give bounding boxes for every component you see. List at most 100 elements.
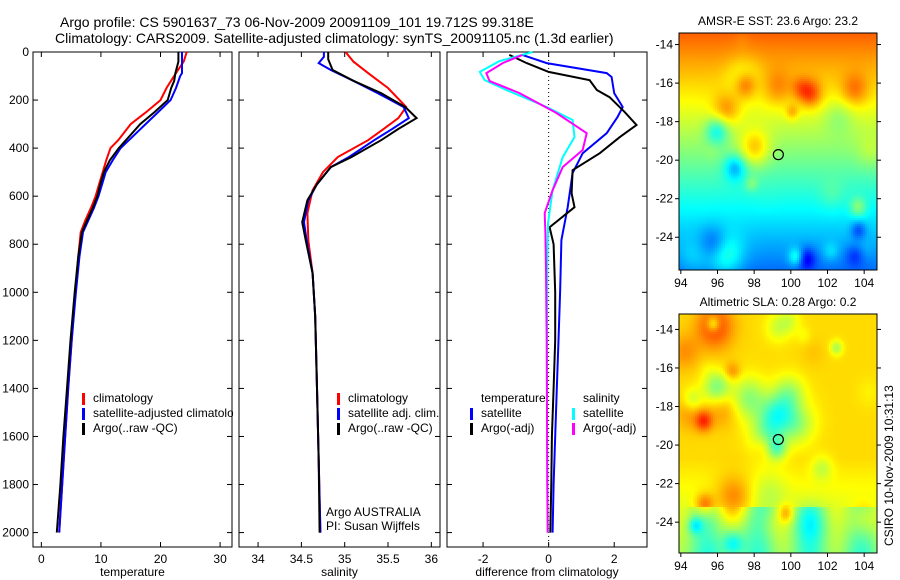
diff-temperature-legend: temperature satellite Argo(-adj) — [470, 391, 546, 436]
y-tick-label: 400 — [9, 141, 29, 155]
legend-label: climatology — [93, 391, 154, 405]
x-axis-label: difference from climatology — [475, 565, 618, 579]
y-tick-label: 800 — [9, 237, 29, 251]
legend-label: Argo(..raw -QC) — [93, 421, 178, 435]
legend-swatch-argo — [82, 422, 85, 435]
x-tick-label: 98 — [747, 276, 761, 290]
x-tick-label: 0 — [38, 552, 45, 566]
map-axes-sla_map — [675, 313, 881, 557]
y-tick-label: -16 — [656, 76, 674, 90]
salinity-legend: climatology satellite adj. clim. Argo(..… — [337, 391, 439, 436]
x-tick-label: 96 — [711, 276, 725, 290]
y-tick-label: 1600 — [2, 429, 29, 443]
y-tick-label: -14 — [656, 38, 674, 52]
series-line-argo-raw-qc- — [301, 52, 419, 533]
x-tick-label: 104 — [854, 276, 874, 290]
map-frame — [678, 32, 878, 271]
figure-title-line2: Climatology: CARS2009. Satellite-adjuste… — [55, 30, 614, 46]
series-line-satellite-adjusted-climatology — [58, 52, 183, 533]
axes-salinity — [238, 51, 441, 548]
y-tick-label: -22 — [656, 192, 674, 206]
argo-position-marker — [772, 149, 784, 161]
diff-salinity-legend: salinity satellite Argo(-adj) — [572, 391, 636, 436]
axes-temperature — [32, 51, 233, 548]
argo-position-marker — [772, 433, 784, 446]
y-tick-label: -20 — [656, 438, 674, 452]
x-tick-label: 0 — [545, 552, 552, 566]
series-line-argo-raw-qc- — [55, 52, 180, 533]
legend-swatch-satellite — [470, 407, 473, 420]
x-tick-label: 96 — [711, 559, 725, 573]
y-tick-label: -22 — [656, 477, 674, 491]
x-tick-label: 98 — [747, 559, 761, 573]
series-line-temperature-argo-adj- — [508, 53, 638, 533]
legend-label: Argo(-adj) — [481, 421, 535, 435]
x-tick-label: 100 — [781, 559, 801, 573]
x-tick-label: 102 — [817, 276, 837, 290]
y-tick-label: -18 — [656, 115, 674, 129]
y-tick-label: -20 — [656, 153, 674, 167]
x-tick-label: 36 — [425, 552, 439, 566]
float-pi: PI: Susan Wijffels — [326, 519, 420, 533]
legend-swatch-argo — [337, 422, 340, 435]
legend-swatch-satellite — [82, 407, 85, 420]
legend-label: satellite-adjusted climatology — [93, 406, 233, 420]
series-line-temperature-satellite — [522, 53, 624, 533]
y-tick-label: 1000 — [2, 285, 29, 299]
x-tick-label: 20 — [154, 552, 168, 566]
map-title: AMSR-E SST: 23.6 Argo: 23.2 — [698, 14, 858, 28]
y-tick-label: -18 — [656, 400, 674, 414]
temperature-legend: climatology satellite-adjusted climatolo… — [82, 391, 233, 436]
legend-swatch-climatology — [337, 392, 340, 405]
x-tick-label: 94 — [674, 559, 688, 573]
y-tick-label: 600 — [9, 189, 29, 203]
x-tick-label: 2 — [611, 552, 618, 566]
x-tick-label: 34 — [251, 552, 265, 566]
axes-difference — [446, 51, 648, 548]
x-axis-label: salinity — [321, 565, 358, 579]
legend-label: Argo(..raw -QC) — [348, 421, 433, 435]
y-tick-label: 1400 — [2, 381, 29, 395]
y-tick-label: 1200 — [2, 333, 29, 347]
x-tick-label: 10 — [94, 552, 108, 566]
x-tick-label: 34.5 — [290, 552, 314, 566]
legend-header: temperature — [481, 391, 546, 405]
x-tick-label: 100 — [781, 276, 801, 290]
legend-label: satellite — [583, 406, 624, 420]
legend-label: Argo(-adj) — [583, 421, 637, 435]
map-title: Altimetric SLA: 0.28 Argo: 0.2 — [700, 295, 857, 309]
legend-swatch-satellite — [337, 407, 340, 420]
x-tick-label: 102 — [817, 559, 837, 573]
legend-swatch-satellite — [572, 407, 575, 420]
legend-swatch-argo — [470, 422, 473, 435]
legend-label: satellite adj. clim. — [348, 406, 440, 420]
float-agency: Argo AUSTRALIA — [326, 505, 421, 519]
map-axes-sst_map — [675, 32, 881, 274]
x-tick-label: -2 — [478, 552, 489, 566]
x-tick-label: 30 — [213, 552, 227, 566]
legend-header: salinity — [583, 391, 620, 405]
float-info: Argo AUSTRALIA PI: Susan Wijffels — [326, 505, 421, 533]
legend-label: satellite — [481, 406, 522, 420]
axes-frame-temperature — [32, 51, 233, 548]
map-frame — [678, 313, 878, 554]
legend-swatch-climatology — [82, 392, 85, 405]
y-tick-label: -24 — [656, 515, 674, 529]
x-tick-label: 94 — [674, 276, 688, 290]
x-tick-label: 104 — [854, 559, 874, 573]
side-stamp: CSIRO 10-Nov-2009 10:31:13 — [882, 385, 896, 546]
axes-frame-salinity — [238, 51, 441, 548]
legend-label: climatology — [348, 391, 409, 405]
x-tick-label: 35.5 — [376, 552, 400, 566]
y-tick-label: -24 — [656, 230, 674, 244]
series-line-salinity-argo-adj- — [485, 53, 588, 533]
x-axis-label: temperature — [100, 565, 165, 579]
sst-map-image — [679, 33, 877, 270]
y-tick-label: 200 — [9, 93, 29, 107]
figure-title-line1: Argo profile: CS 5901637_73 06-Nov-2009 … — [60, 14, 534, 30]
legend-swatch-argo — [572, 422, 575, 435]
y-tick-label: -14 — [656, 322, 674, 336]
sla-map-image — [679, 314, 877, 553]
y-tick-label: 1800 — [2, 478, 29, 492]
